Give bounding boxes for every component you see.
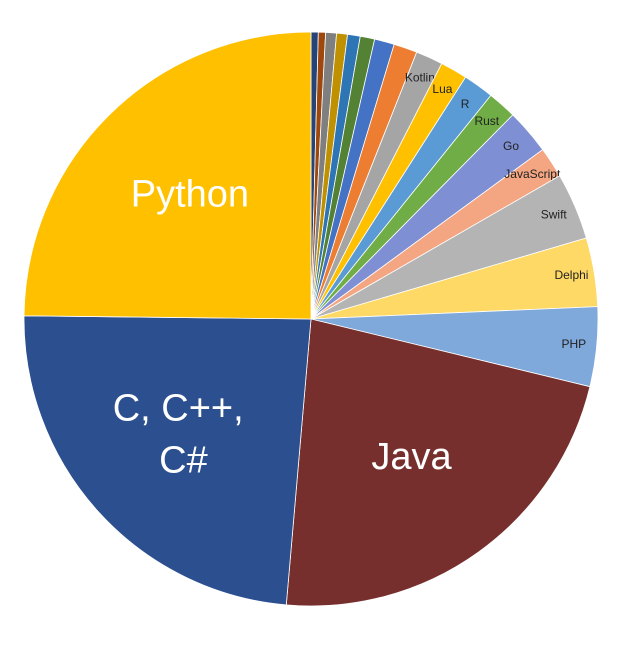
slice-label: R xyxy=(461,97,470,111)
slice-label: Go xyxy=(503,139,519,153)
slice-label: Swift xyxy=(541,207,568,221)
pie-slice xyxy=(23,315,312,606)
slice-label: Python xyxy=(131,174,249,216)
slice-label: Delphi xyxy=(554,268,588,282)
slice-label: Java xyxy=(371,436,452,478)
pie-slice xyxy=(285,318,591,607)
slice-label: JavaScript xyxy=(504,167,561,181)
label-line: C, C++, xyxy=(113,388,255,430)
slice-label: PHP xyxy=(561,337,586,351)
slice-label: Lua xyxy=(432,82,452,96)
pie-slice xyxy=(23,31,312,320)
slice-label: C, C++, C# xyxy=(113,388,255,482)
slice-label: Rust xyxy=(474,114,499,128)
label-line: C# xyxy=(159,440,208,482)
slice-label: Kotlin xyxy=(405,71,435,85)
